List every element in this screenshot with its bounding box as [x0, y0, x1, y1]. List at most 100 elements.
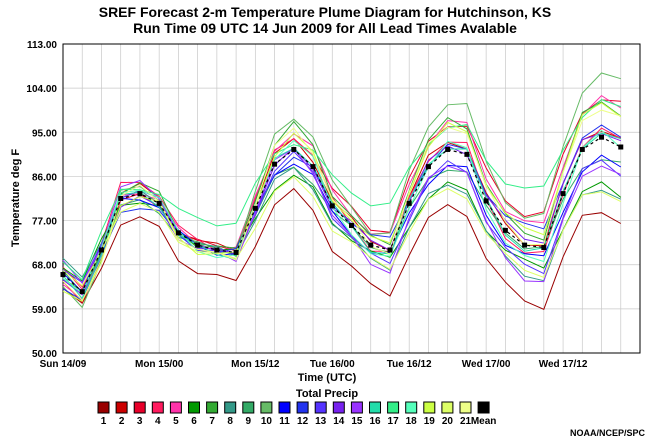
member-line: [62, 187, 622, 310]
legend-label: 17: [388, 416, 400, 427]
legend-label: 5: [173, 416, 179, 427]
mean-point: [137, 191, 143, 197]
legend-swatch: [151, 401, 164, 414]
mean-point: [522, 242, 528, 248]
member-line: [62, 102, 622, 302]
legend-label: Mean: [471, 416, 497, 427]
plot-frame: [62, 43, 641, 354]
mean-point: [291, 146, 297, 152]
mean-point: [483, 198, 489, 204]
mean-point: [579, 146, 585, 152]
mean-point: [252, 205, 258, 211]
mean-point: [214, 247, 220, 253]
legend-label: 6: [191, 416, 197, 427]
legend-label: 16: [369, 416, 381, 427]
y-tick-label: 50.00: [32, 349, 57, 360]
y-axis-label: Temperature deg F: [10, 149, 22, 247]
plot-area: 50.00 59.00 68.00 77.00 86.00 95.00 104.00 113.…: [26, 40, 641, 370]
x-tick-label: Wed 17/12: [539, 359, 588, 370]
legend-swatch: [441, 401, 454, 414]
x-tick-label: Wed 17/00: [462, 359, 511, 370]
y-tick-label: 59.00: [32, 305, 57, 316]
mean-point: [195, 242, 201, 248]
legend-label: 15: [351, 416, 363, 427]
legend-label: 2: [119, 416, 125, 427]
mean-point: [272, 161, 278, 167]
legend-swatch: [115, 401, 128, 414]
legend-swatch: [242, 401, 255, 414]
member-line: [62, 159, 621, 294]
member-line: [62, 129, 622, 294]
legend-swatch: [405, 401, 418, 414]
y-tick-label: 77.00: [32, 217, 57, 228]
legend-swatch: [206, 401, 219, 414]
member-line: [62, 176, 622, 287]
legend-swatch: [350, 401, 363, 414]
x-tick-label: Mon 15/12: [231, 359, 280, 370]
member-line: [62, 109, 621, 302]
legend-swatch: [278, 401, 291, 414]
legend-title: Total Precip: [296, 388, 358, 400]
legend-swatch: [169, 401, 182, 414]
legend-swatch: [296, 401, 309, 414]
chart-title: SREF Forecast 2-m Temperature Plume Diag…: [99, 4, 552, 20]
mean-point: [175, 230, 181, 236]
mean-point: [329, 203, 335, 209]
mean-point: [156, 200, 162, 206]
x-tick-label: Tue 16/00: [310, 359, 355, 370]
legend-swatch: [332, 401, 345, 414]
legend-swatch: [477, 401, 490, 414]
member-line: [62, 124, 622, 302]
legend-label: 13: [315, 416, 327, 427]
legend-swatch: [369, 401, 381, 414]
legend-swatch: [224, 401, 237, 414]
legend-swatch: [97, 401, 110, 414]
legend-label: 20: [442, 416, 454, 427]
legend-label: 11: [279, 416, 290, 427]
y-tick-label: 104.00: [26, 84, 57, 95]
mean-point: [560, 191, 566, 197]
legend-swatch: [260, 401, 273, 414]
mean-point: [233, 249, 239, 255]
mean-point: [445, 146, 451, 152]
legend-label: 7: [209, 416, 215, 427]
mean-point: [502, 227, 508, 233]
mean-point: [599, 134, 605, 140]
legend-label: 9: [246, 416, 252, 427]
mean-point: [118, 196, 124, 201]
y-tick-label: 86.00: [32, 172, 57, 183]
member-line: [62, 101, 622, 292]
mean-point: [425, 164, 431, 170]
legend-label: 14: [333, 416, 345, 427]
mean-point: [98, 247, 104, 253]
x-axis-label: Time (UTC): [298, 372, 357, 384]
member-line: [62, 99, 621, 304]
legend: 1 2 3 4 5 6 7 8 9 10 11 12 13 14 15 16 17 18 19 20 21 Mean: [97, 401, 497, 427]
legend-swatch: [423, 401, 436, 414]
credit-label: NOAA/NCEP/SPC: [570, 428, 646, 438]
y-tick-label: 113.00: [27, 40, 57, 51]
mean-point: [60, 272, 66, 278]
x-tick-label: Mon 15/00: [135, 359, 184, 370]
legend-swatch: [387, 401, 400, 414]
legend-swatch: [314, 401, 327, 414]
member-line: [62, 72, 621, 309]
mean-line: [62, 136, 622, 293]
x-tick-label: Sun 14/09: [40, 359, 87, 370]
legend-label: 12: [297, 416, 309, 427]
legend-label: 18: [406, 416, 418, 427]
member-line: [62, 150, 622, 284]
mean-point: [349, 222, 354, 228]
legend-label: 21: [460, 416, 472, 427]
member-line: [62, 132, 621, 300]
legend-swatch: [133, 401, 146, 414]
mean-point: [387, 247, 393, 253]
legend-label: 19: [424, 416, 436, 427]
mean-point: [368, 242, 374, 248]
legend-swatch: [459, 401, 472, 414]
member-line: [62, 99, 621, 281]
legend-label: 4: [155, 416, 161, 427]
y-tick-label: 68.00: [32, 261, 57, 272]
y-tick-label: 95.00: [32, 128, 57, 139]
